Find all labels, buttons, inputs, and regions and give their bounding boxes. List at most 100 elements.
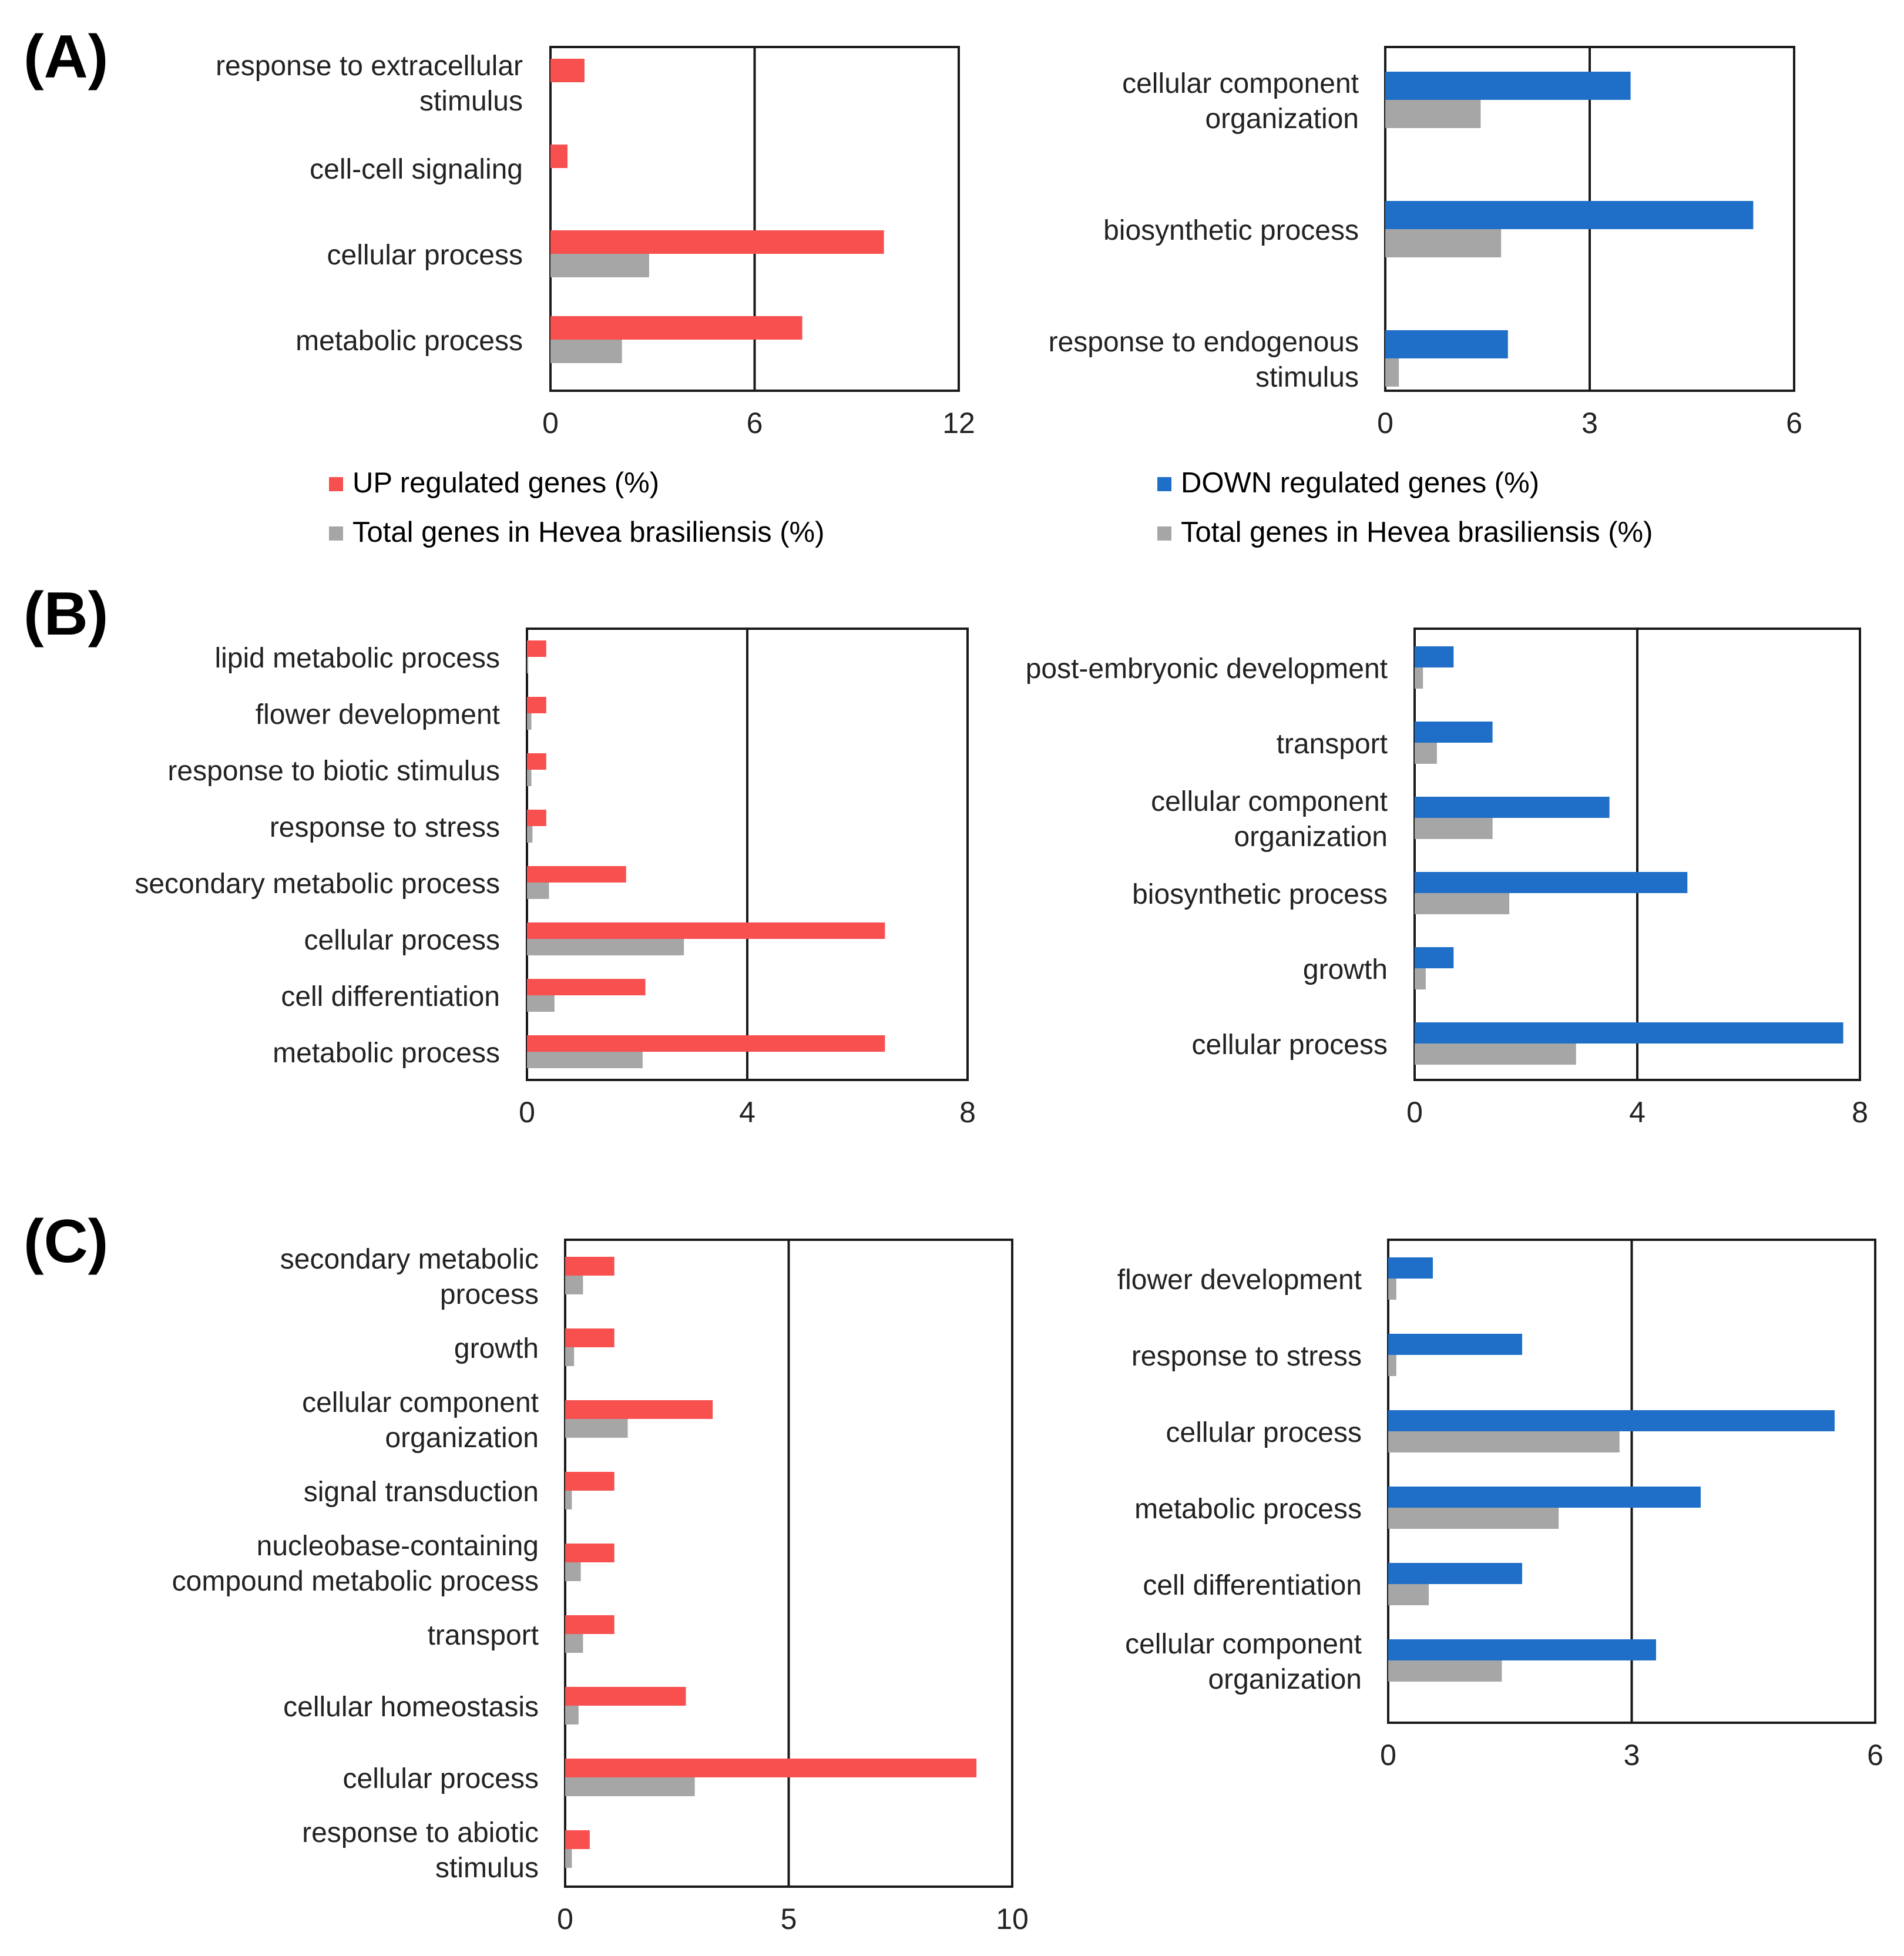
bar-total [527,995,555,1012]
bar-primary [550,59,585,82]
category-label: response to stress [1131,1341,1362,1372]
x-tick-label: 6 [1786,407,1802,439]
x-tick-label: 0 [519,1096,535,1129]
bar-primary [1415,872,1688,893]
chart-a-down-regulated: cellular component organization biosynthet… [1049,46,1802,439]
x-tick-label: 0 [1380,1739,1396,1772]
bar-total [527,826,533,843]
bar-primary [1388,1487,1701,1508]
legend-a-down: DOWN regulated genes (%) Total genes in … [1157,467,1653,548]
x-tick-label: 3 [1581,407,1598,439]
bar-primary [1385,201,1754,229]
bar-total [565,1634,583,1653]
category-label: secondary metabolic process [280,1244,539,1310]
bar-primary [1415,722,1493,743]
bar-primary [527,810,546,826]
legend-swatch-total [329,526,343,541]
x-tick-label: 12 [942,407,975,439]
category-label: cell-cell signaling [310,154,523,185]
bar-primary [550,145,567,168]
panel-label-a: (A) [23,23,108,91]
category-label: growth [1303,954,1388,985]
legend-label-down: DOWN regulated genes (%) [1181,467,1539,499]
x-tick-label: 4 [739,1096,755,1129]
category-label: transport [1277,729,1388,760]
category-label: response to endogenous stimulus [1049,327,1359,393]
bar-total [1388,1508,1559,1529]
category-label: cell differentiation [281,981,500,1012]
bar-total [1385,358,1399,387]
chart-c-down-regulated: flower development response to stress cell… [1117,1239,1883,1772]
chart-b-down-regulated: post-embryonic development transport cellu… [1026,628,1868,1129]
x-tick-label: 6 [747,407,763,439]
bar-total [527,770,532,786]
panel-label-b: (B) [23,580,108,648]
bar-total [565,1419,628,1438]
category-label: flower development [256,699,500,730]
bar-primary [565,1615,614,1634]
bar-total [527,657,528,673]
bar-primary [527,753,546,770]
bar-primary [565,1257,614,1276]
bar-primary [1388,1639,1656,1660]
chart-c-up-regulated: secondary metabolic process growth cellular… [172,1239,1029,1935]
bar-primary [565,1400,713,1419]
bar-primary [550,316,802,340]
category-label: cell differentiation [1143,1570,1362,1601]
bar-primary [565,1544,614,1562]
category-label: secondary metabolic process [135,868,500,900]
bar-total [1415,893,1510,914]
category-label: nucleobase-containing compound metabolic … [172,1531,539,1597]
bar-total [565,1347,575,1366]
category-label: cellular component organization [1151,786,1388,853]
bar-primary [565,1830,590,1849]
legend-label-total: Total genes in Hevea brasiliensis (%) [352,516,824,548]
category-label: cellular process [304,925,500,956]
bar-total [527,883,549,899]
x-tick-label: 6 [1867,1739,1883,1772]
category-label: metabolic process [1134,1494,1362,1525]
category-label: signal transduction [304,1477,539,1508]
bar-primary [1388,1410,1835,1431]
bar-total [565,1849,572,1868]
category-label: biosynthetic process [1132,879,1388,910]
category-label: response to abiotic stimulus [302,1817,539,1884]
bar-primary [1415,1022,1843,1044]
bar-total [1385,100,1481,128]
legend-swatch-down [1157,477,1171,491]
category-label: metabolic process [295,326,523,357]
bar-primary [527,979,646,995]
bar-primary [565,1759,977,1777]
bar-total [1415,818,1493,839]
chart-a-up-regulated: response to extracellular stimulus cell-ce… [216,46,975,439]
bar-primary [527,922,885,939]
chart-b-up-regulated: lipid metabolic process flower developmen… [135,628,976,1129]
x-tick-label: 0 [1406,1096,1423,1129]
bar-total [1388,1279,1396,1300]
bar-primary [565,1328,614,1347]
bar-total [565,1491,572,1509]
bar-total [565,1562,581,1581]
bar-primary [1415,797,1610,818]
x-tick-label: 8 [1852,1096,1868,1129]
x-tick-label: 10 [996,1903,1029,1935]
category-label: cellular process [343,1763,539,1794]
bar-primary [527,866,626,883]
panel-label-c: (C) [23,1207,108,1276]
x-tick-label: 4 [1629,1096,1646,1129]
bar-primary [1415,646,1454,667]
bar-total [1415,743,1437,764]
legend-label-total: Total genes in Hevea brasiliensis (%) [1181,516,1653,548]
bar-primary [527,697,546,713]
category-label: cellular process [1192,1029,1388,1061]
category-label: lipid metabolic process [214,643,500,674]
bar-total [550,340,622,363]
bar-total [527,713,532,730]
bar-total [527,939,684,955]
category-label: transport [428,1620,539,1651]
bar-total [1388,1355,1396,1376]
x-tick-label: 0 [557,1903,573,1935]
bar-total [527,1052,643,1068]
category-label: response to stress [270,812,500,843]
